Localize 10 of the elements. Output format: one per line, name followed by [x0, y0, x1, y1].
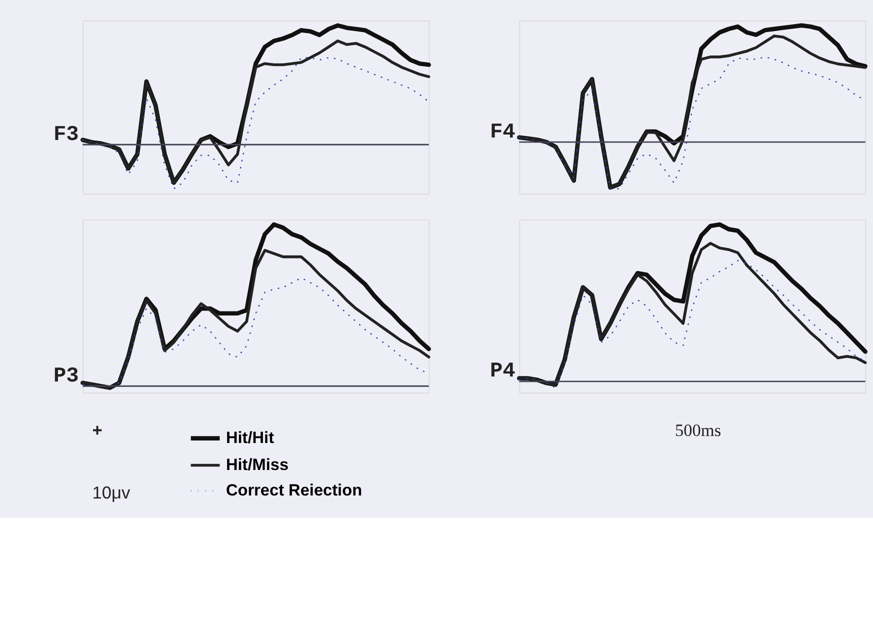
text: P3: [53, 364, 79, 388]
text: 10μv: [92, 482, 131, 502]
text: 500ms: [674, 420, 722, 440]
text: P4: [490, 360, 516, 384]
legend-label: Correct Reiection: [226, 482, 362, 500]
text: +: [92, 420, 102, 440]
legend-label: Hit/Miss: [226, 456, 289, 474]
text: F4: [490, 120, 516, 144]
legend-label: Hit/Hit: [226, 429, 275, 448]
text: F3: [53, 122, 79, 147]
